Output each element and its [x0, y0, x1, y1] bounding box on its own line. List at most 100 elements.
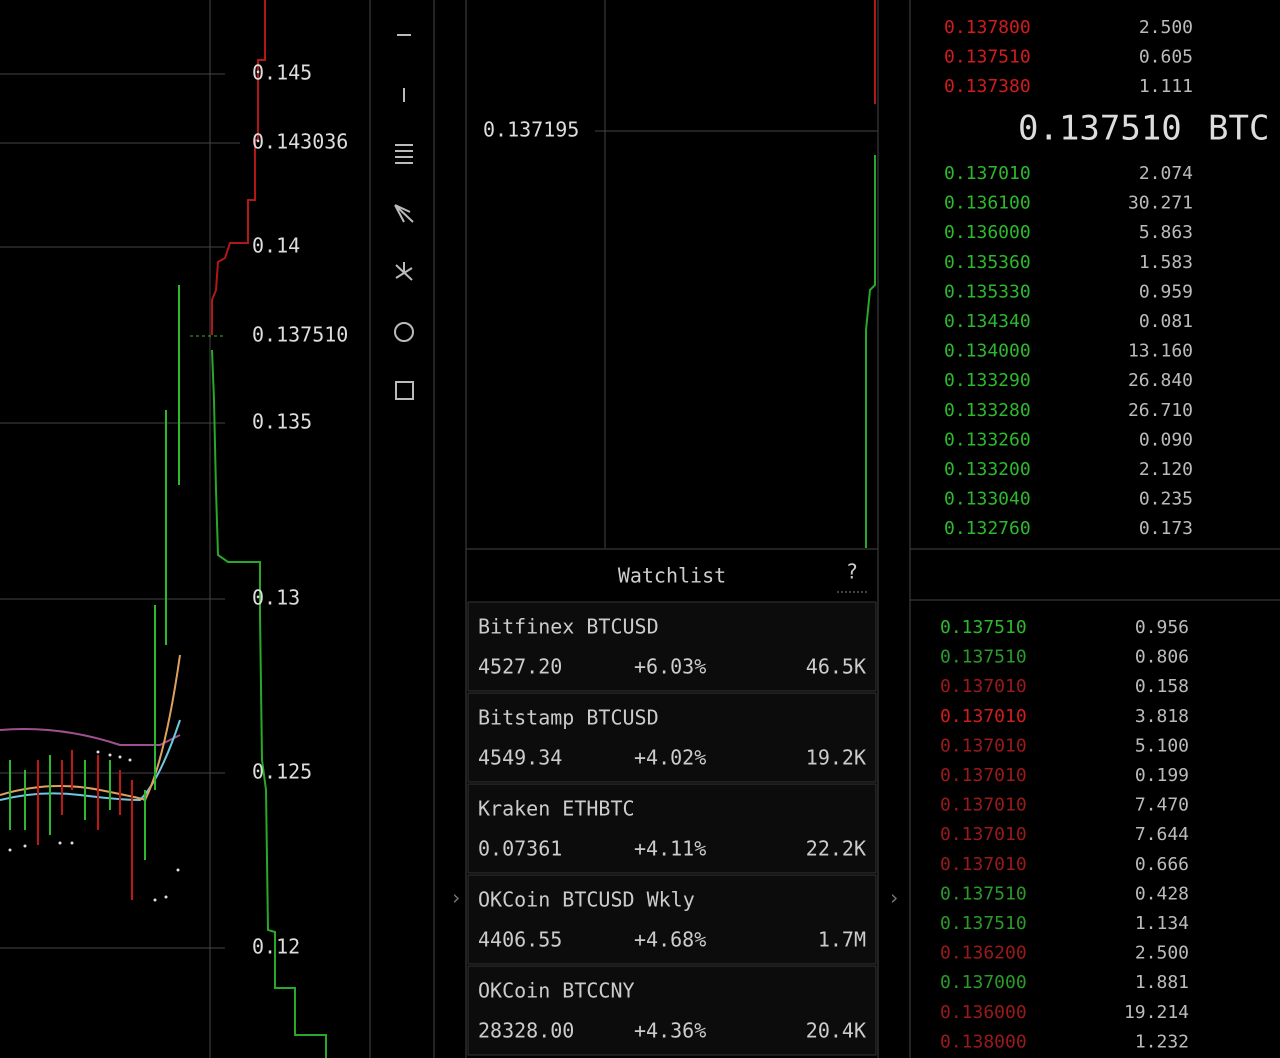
price-axis-label: 0.14	[252, 234, 300, 258]
ask-price: 0.137510	[944, 47, 1031, 68]
trade-price: 0.136200	[940, 943, 1027, 964]
bid-amount: 0.235	[1139, 489, 1193, 510]
ask-amount: 2.500	[1139, 17, 1193, 38]
price: 0.07361	[478, 837, 562, 861]
bid-price: 0.133040	[944, 489, 1031, 510]
help[interactable]: ?	[846, 560, 858, 584]
bid-price: 0.134000	[944, 341, 1031, 362]
trade-amount: 5.100	[1135, 735, 1189, 756]
trade-price: 0.137510	[940, 913, 1027, 934]
trade-price: 0.137010	[940, 795, 1027, 816]
trade-amount: 0.428	[1135, 883, 1189, 904]
trade-price: 0.137010	[940, 824, 1027, 845]
symbol[interactable]: Bitfinex BTCUSD	[478, 615, 659, 639]
price: 28328.00	[478, 1019, 574, 1043]
bid-price: 0.136100	[944, 193, 1031, 214]
change: +4.68%	[634, 928, 706, 952]
bid-price: 0.135360	[944, 252, 1031, 273]
bid-price: 0.133260	[944, 429, 1031, 450]
bid-price: 0.135330	[944, 281, 1031, 302]
trade-price: 0.138000	[940, 1031, 1027, 1052]
price-axis-label: 0.125	[252, 760, 312, 784]
collapse-arrow[interactable]: ›	[450, 886, 462, 910]
bid-price: 0.137010	[944, 163, 1031, 184]
volume: 19.2K	[806, 746, 866, 770]
trade-price: 0.137000	[940, 972, 1027, 993]
trade-price: 0.137510	[940, 883, 1027, 904]
symbol[interactable]: Bitstamp BTCUSD	[478, 706, 659, 730]
symbol[interactable]: Kraken ETHBTC	[478, 797, 635, 821]
bid-price: 0.136000	[944, 222, 1031, 243]
collapse-arrow[interactable]: ›	[888, 886, 900, 910]
trade-amount: 1.134	[1135, 913, 1189, 934]
price-axis-label: 0.145	[252, 61, 312, 85]
ask-depth	[211, 0, 266, 335]
volume: 46.5K	[806, 655, 866, 679]
candles	[0, 285, 181, 902]
trade-amount: 2.500	[1135, 943, 1189, 964]
change: +4.02%	[634, 746, 706, 770]
trade-price: 0.137510	[940, 617, 1027, 638]
bid-price: 0.133290	[944, 370, 1031, 391]
trade-amount: 0.806	[1135, 647, 1189, 668]
price-axis-label: 0.137510	[252, 323, 348, 347]
last-price: 0.137510	[1018, 109, 1182, 149]
bid-amount: 0.081	[1139, 311, 1193, 332]
trade-price: 0.137010	[940, 735, 1027, 756]
ask-amount: 1.111	[1139, 76, 1193, 97]
bid-amount: 1.583	[1139, 252, 1193, 273]
ask-price: 0.137380	[944, 76, 1031, 97]
price-axis-label: 0.143036	[252, 130, 348, 154]
price: 4527.20	[478, 655, 562, 679]
symbol[interactable]: OKCoin BTCUSD Wkly	[478, 888, 695, 912]
trade-amount: 19.214	[1124, 1002, 1189, 1023]
bid-amount: 30.271	[1128, 193, 1193, 214]
bid-amount: 2.120	[1139, 459, 1193, 480]
change: +4.36%	[634, 1019, 706, 1043]
trade-amount: 7.644	[1135, 824, 1189, 845]
price-axis-label: 0.13	[252, 586, 300, 610]
bid-price: 0.133280	[944, 400, 1031, 421]
trade-amount: 3.818	[1135, 706, 1189, 727]
trade-price: 0.137010	[940, 676, 1027, 697]
bid-amount: 26.840	[1128, 370, 1193, 391]
watchlist-title: Watchlist	[618, 564, 726, 588]
trade-amount: 7.470	[1135, 795, 1189, 816]
depth-label: 0.137195	[483, 118, 579, 142]
bid-amount: 0.959	[1139, 281, 1193, 302]
last-price-unit: BTC	[1208, 109, 1269, 149]
trade-price: 0.137510	[940, 647, 1027, 668]
bid-amount: 5.863	[1139, 222, 1193, 243]
trade-amount: 0.199	[1135, 765, 1189, 786]
bid-price: 0.132760	[944, 518, 1031, 539]
volume: 20.4K	[806, 1019, 866, 1043]
volume: 1.7M	[818, 928, 866, 952]
ask-amount: 0.605	[1139, 47, 1193, 68]
price-axis-label: 0.12	[252, 935, 300, 959]
watchlist-bg	[467, 601, 877, 1056]
symbol[interactable]: OKCoin BTCCNY	[478, 979, 635, 1003]
trade-price: 0.137010	[940, 765, 1027, 786]
bid-amount: 2.074	[1139, 163, 1193, 184]
trade-price: 0.137010	[940, 854, 1027, 875]
bid-amount: 0.090	[1139, 429, 1193, 450]
bid-price: 0.134340	[944, 311, 1031, 332]
price: 4406.55	[478, 928, 562, 952]
bid-depth	[211, 349, 327, 1058]
trade-amount: 1.881	[1135, 972, 1189, 993]
bid-amount: 0.173	[1139, 518, 1193, 539]
change: +6.03%	[634, 655, 706, 679]
price-axis-label: 0.135	[252, 410, 312, 434]
trade-amount: 0.956	[1135, 617, 1189, 638]
toolbar[interactable]	[394, 34, 414, 400]
trade-price: 0.137010	[940, 706, 1027, 727]
bid-amount: 13.160	[1128, 341, 1193, 362]
trade-amount: 0.666	[1135, 854, 1189, 875]
price: 4549.34	[478, 746, 562, 770]
bid-amount: 26.710	[1128, 400, 1193, 421]
bid-price: 0.133200	[944, 459, 1031, 480]
volume: 22.2K	[806, 837, 866, 861]
trade-price: 0.136000	[940, 1002, 1027, 1023]
